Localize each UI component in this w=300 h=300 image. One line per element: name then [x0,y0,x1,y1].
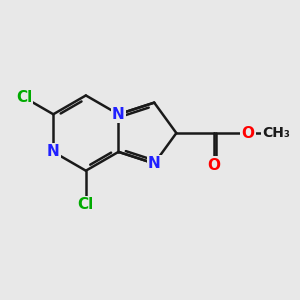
Text: Cl: Cl [78,197,94,212]
Text: O: O [241,126,254,141]
Text: Cl: Cl [16,90,32,105]
Text: N: N [47,144,60,159]
Text: CH₃: CH₃ [262,126,290,140]
Text: N: N [148,156,161,171]
Text: N: N [112,107,125,122]
Text: O: O [208,158,220,172]
